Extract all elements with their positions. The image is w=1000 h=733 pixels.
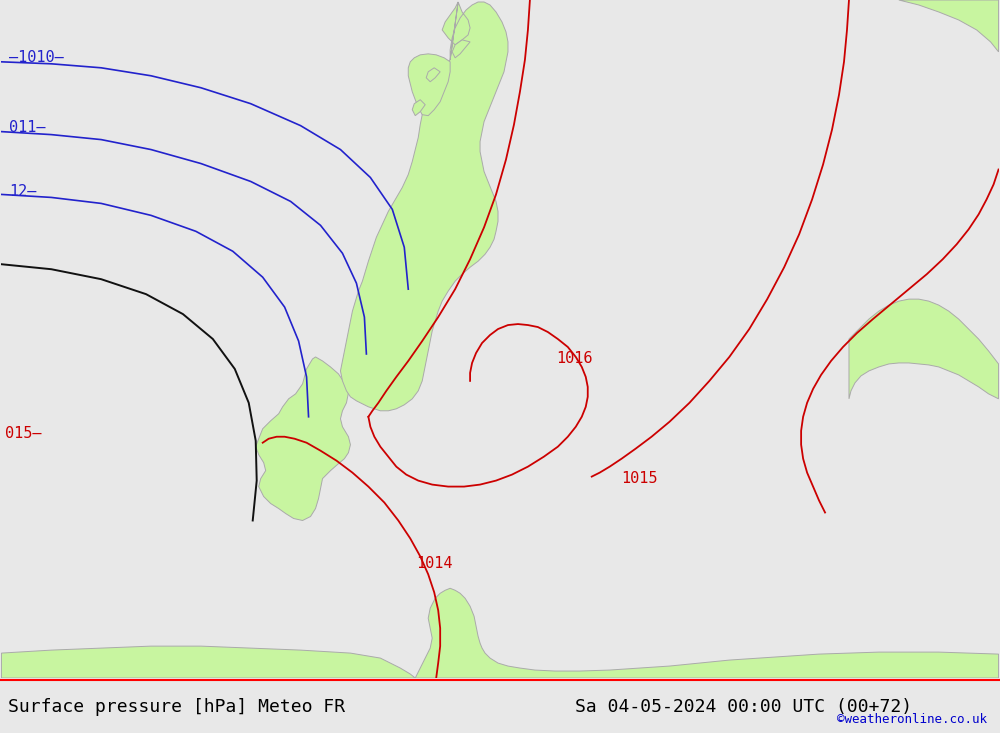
Text: —1010—: —1010— — [9, 51, 64, 65]
Text: 1014: 1014 — [416, 556, 453, 571]
Polygon shape — [452, 40, 470, 58]
Polygon shape — [256, 357, 350, 520]
Text: 015—: 015— — [5, 426, 42, 441]
Text: Sa 04-05-2024 00:00 UTC (00+72): Sa 04-05-2024 00:00 UTC (00+72) — [575, 698, 912, 715]
Polygon shape — [412, 100, 425, 116]
Polygon shape — [899, 0, 999, 52]
Text: 011—: 011— — [9, 120, 46, 135]
Polygon shape — [426, 68, 440, 82]
Text: 1015: 1015 — [622, 471, 658, 486]
Polygon shape — [1, 589, 999, 678]
Text: 12—: 12— — [9, 184, 37, 199]
Polygon shape — [849, 299, 999, 399]
Text: ©weatheronline.co.uk: ©weatheronline.co.uk — [837, 712, 987, 726]
Polygon shape — [408, 54, 450, 116]
Polygon shape — [340, 2, 508, 410]
Text: 1016: 1016 — [556, 351, 592, 366]
Text: Surface pressure [hPa] Meteo FR: Surface pressure [hPa] Meteo FR — [8, 698, 345, 715]
